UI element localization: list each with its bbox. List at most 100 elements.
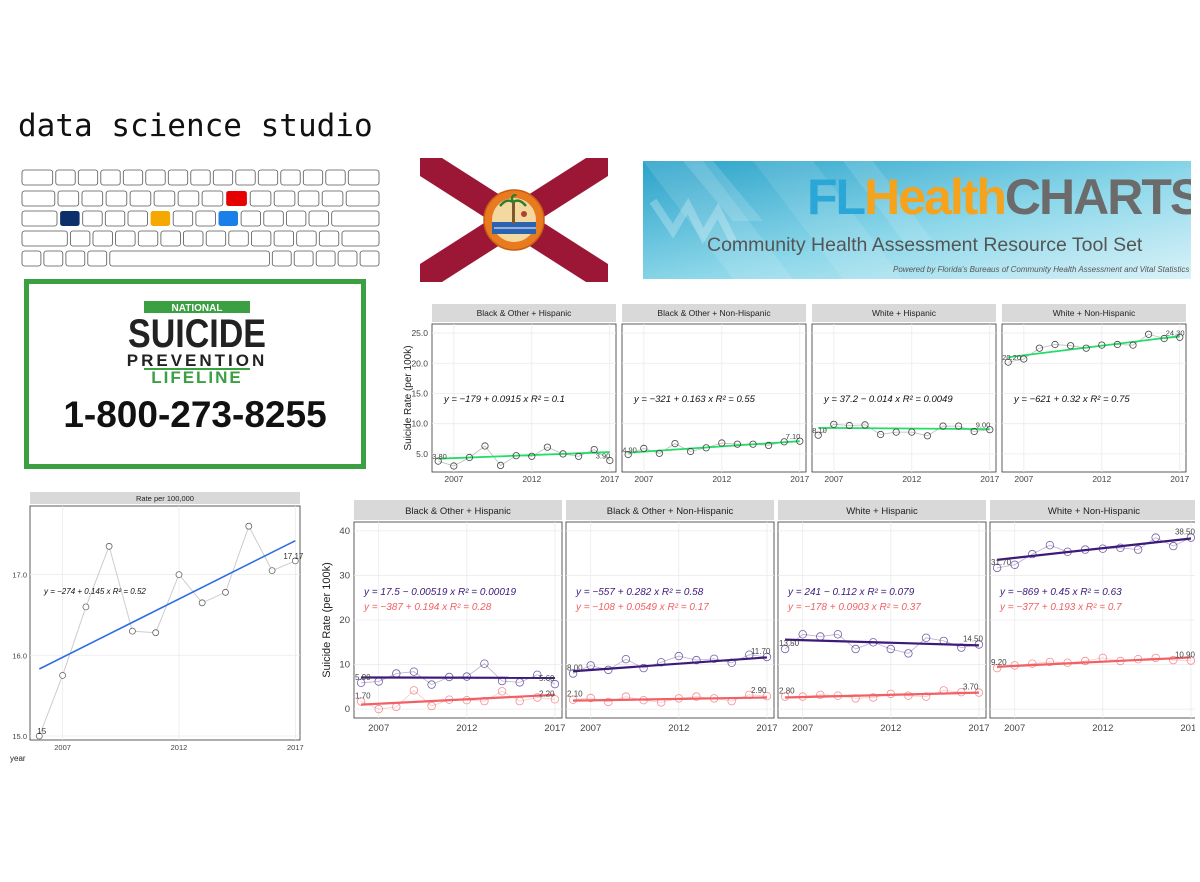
keyboard-key xyxy=(273,230,295,247)
data-point xyxy=(1129,341,1137,349)
last-value-label: 17.17 xyxy=(283,552,304,561)
data-point xyxy=(796,437,804,445)
data-point xyxy=(780,438,788,446)
first-value-label: 3.80 xyxy=(432,452,447,461)
data-point xyxy=(1020,355,1028,363)
data-point xyxy=(745,690,754,699)
keyboard-key xyxy=(153,190,176,207)
x-tick-label: 2017 xyxy=(544,723,565,734)
keyboard-key xyxy=(285,210,307,227)
keyboard-key xyxy=(228,230,249,247)
series-line xyxy=(817,423,990,437)
data-point xyxy=(550,695,560,704)
x-tick-label: 2017 xyxy=(1170,474,1189,484)
data-point xyxy=(480,659,489,668)
data-point xyxy=(798,630,807,639)
data-point xyxy=(515,696,524,706)
data-point xyxy=(624,450,632,459)
chart-rate-per-100000: Rate per 100,000 15.0 16.0 17.0 2007 2012 2017… xyxy=(10,492,304,763)
keyboard-key xyxy=(137,230,159,247)
last-value-label: 2.20 xyxy=(539,689,555,698)
first-value-label: 2.80 xyxy=(779,687,795,696)
data-point xyxy=(1133,545,1143,554)
data-point xyxy=(749,440,757,448)
data-point xyxy=(198,599,206,607)
facet-panel: Black & Other + Non-Hispanic 4.90 7.10 y = … xyxy=(621,304,809,484)
keyboard-key xyxy=(70,230,91,247)
data-point xyxy=(657,658,666,667)
data-point xyxy=(986,426,994,434)
data-point xyxy=(1081,656,1090,666)
x-tick-label: 2012 xyxy=(712,474,731,484)
data-point xyxy=(1144,330,1153,338)
keyboard-key xyxy=(21,190,56,207)
y-tick-label: 16.0 xyxy=(12,651,27,660)
keyboard-key xyxy=(43,250,64,267)
first-value-label: 13.50 xyxy=(779,639,800,648)
data-point xyxy=(1063,658,1072,667)
keyboard-key xyxy=(226,191,247,206)
data-point xyxy=(762,652,772,662)
data-point xyxy=(427,701,436,711)
data-point xyxy=(1160,334,1168,343)
keyboard-key xyxy=(21,250,42,267)
data-point xyxy=(727,658,736,667)
trend-line xyxy=(360,693,556,706)
keyboard-key xyxy=(104,210,126,227)
last-value-label: 2.90 xyxy=(751,686,767,695)
trend-line xyxy=(38,539,296,670)
y-tick-label: 5.0 xyxy=(416,449,428,459)
keyboard-key xyxy=(100,169,121,186)
data-point xyxy=(1045,657,1055,667)
data-point xyxy=(621,692,631,701)
keyboard-key xyxy=(347,169,380,186)
keyboard-key xyxy=(201,190,224,207)
data-point xyxy=(427,680,436,689)
x-tick-label: 2012 xyxy=(171,743,188,752)
keyboard-key xyxy=(77,169,99,186)
data-point xyxy=(780,644,790,654)
data-point xyxy=(462,695,471,705)
y-tick-label: 15.0 xyxy=(12,732,27,741)
last-value-label: 38.50 xyxy=(1175,528,1195,537)
data-point xyxy=(604,665,613,675)
data-point xyxy=(718,439,726,447)
facet-label: White + Non-Hispanic xyxy=(1053,308,1136,318)
facet-strip xyxy=(432,304,616,322)
last-value-label: 7.10 xyxy=(786,432,801,441)
x-tick-label: 2012 xyxy=(522,474,541,484)
data-point xyxy=(409,686,419,695)
keyboard-key xyxy=(60,211,80,226)
facet-panel: White + Non-Hispanic 20.20 24.30 y = −621 +… xyxy=(1001,304,1189,484)
y-axis-label: Suicide Rate (per 100k) xyxy=(403,345,414,450)
data-point xyxy=(175,571,183,578)
data-point xyxy=(733,440,741,448)
data-point xyxy=(904,691,913,700)
last-value-label: 14.50 xyxy=(963,635,984,644)
series-line xyxy=(38,524,296,737)
y-tick-label: 20.0 xyxy=(411,358,428,368)
facet-strip xyxy=(622,304,806,322)
keyboard-key xyxy=(345,190,380,207)
data-point xyxy=(702,444,710,452)
facet-label: Black & Other + Non-Hispanic xyxy=(607,506,734,517)
facet-strip xyxy=(566,500,774,520)
x-tick-label: 2007 xyxy=(368,723,389,734)
data-point xyxy=(709,654,719,663)
x-tick-label: 2012 xyxy=(902,474,921,484)
data-point xyxy=(1186,533,1195,542)
data-point xyxy=(1113,340,1122,349)
flhc-powered-by: Powered by Florida's Bureaus of Communit… xyxy=(893,265,1189,274)
keyboard-key xyxy=(21,230,68,247)
data-point xyxy=(1066,342,1075,350)
y-tick-label: 10 xyxy=(339,660,350,671)
data-point xyxy=(462,672,471,681)
keyboard-key xyxy=(315,250,336,267)
data-point xyxy=(923,432,932,440)
keyboard-key xyxy=(280,169,301,186)
data-point xyxy=(568,695,578,704)
data-point xyxy=(559,450,567,458)
x-tick-label: 2017 xyxy=(968,723,989,734)
facet-strip xyxy=(1002,304,1186,322)
data-point xyxy=(515,678,524,687)
